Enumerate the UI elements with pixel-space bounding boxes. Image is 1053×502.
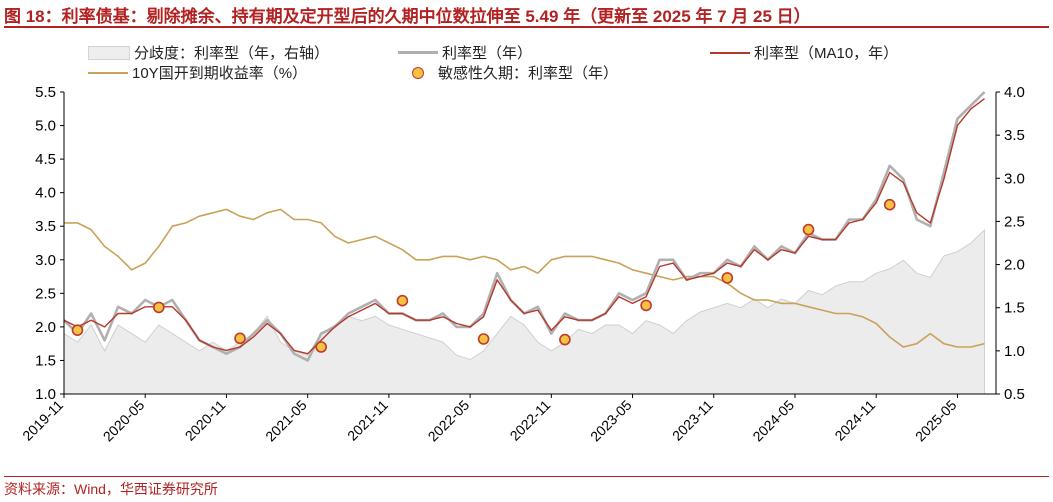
legend-item-gray: 利率型（年） xyxy=(398,42,532,63)
series-dot-sensitivity-6 xyxy=(559,333,571,346)
chart-plot: 1.0 1.5 2.0 2.5 3.0 3.5 4.0 4.5 5.0 5.5 0.5 1.0 1.5 2… xyxy=(19,84,1025,445)
series-dot-sensitivity-10 xyxy=(883,198,896,211)
series-dot-sensitivity-4 xyxy=(396,294,409,307)
series-dot-sensitivity-5 xyxy=(477,333,490,345)
y-right-tick-label: 3.0 xyxy=(1004,170,1025,187)
series-dot-sensitivity-3 xyxy=(315,341,328,353)
y-right-tick-label: 1.5 xyxy=(1004,300,1025,317)
legend-label-gray: 利率型（年） xyxy=(442,45,533,62)
x-tick-label: 2021-11 xyxy=(344,397,391,444)
footer-divider xyxy=(4,476,1049,477)
y-left-tick-label: 2.5 xyxy=(35,285,56,302)
x-tick-label: 2025-05 xyxy=(912,397,960,445)
title-divider xyxy=(4,26,1049,28)
y-left-tick-label: 5.5 xyxy=(35,84,56,101)
y-right-tick-label: 4.0 xyxy=(1004,84,1025,101)
series-line-bond-yield xyxy=(64,208,985,348)
legend-item-divergence: 分歧度：利率型（年，右轴） xyxy=(88,42,329,63)
x-tick-label: 2024-11 xyxy=(831,397,878,444)
legend-item-ma: 利率型（MA10，年） xyxy=(710,42,898,63)
legend-label-dot: 敏感性久期：利率型（年） xyxy=(438,65,619,82)
x-tick-label: 2023-11 xyxy=(669,397,716,444)
y-right-tick-label: 0.5 xyxy=(1004,386,1025,403)
legend-item-dot: 敏感性久期：利率型（年） xyxy=(398,62,618,83)
y-left-tick-label: 3.0 xyxy=(35,252,56,269)
x-tick-label: 2020-05 xyxy=(100,397,148,445)
y-left-tick-label: 3.5 xyxy=(35,218,56,235)
legend-label-bond: 10Y国开到期收益率（%） xyxy=(132,65,308,82)
x-tick-label: 2023-05 xyxy=(587,397,635,445)
legend-swatch-gray-line xyxy=(398,51,438,54)
chart-title: 图 18：利率债基：剔除摊余、持有期及定开型后的久期中位数拉伸至 5.49 年（… xyxy=(4,7,811,26)
legend-swatch-bond-line xyxy=(88,71,128,74)
x-tick-label: 2022-05 xyxy=(425,397,473,445)
chart-legend: 分歧度：利率型（年，右轴） 利率型（年） 利率型（MA10，年） 10Y国开到期… xyxy=(0,40,1053,84)
series-dot-sensitivity-9 xyxy=(802,223,815,236)
y-left-tick-label: 4.5 xyxy=(35,151,56,168)
legend-swatch-ma-line xyxy=(710,51,750,54)
y-right-tick-label: 1.0 xyxy=(1004,343,1025,360)
y-left-tick-label: 1.0 xyxy=(35,386,56,403)
y-right-tick-label: 2.0 xyxy=(1004,257,1025,274)
x-tick-label: 2019-11 xyxy=(19,397,66,444)
series-dot-sensitivity-1 xyxy=(153,301,165,314)
y-left-tick-label: 2.0 xyxy=(35,319,56,336)
series-dot-sensitivity-8 xyxy=(721,272,734,284)
y-left-tick-label: 4.0 xyxy=(35,185,56,202)
legend-item-bond: 10Y国开到期收益率（%） xyxy=(88,62,307,83)
y-right-tick-label: 3.5 xyxy=(1004,127,1025,144)
legend-swatch-area xyxy=(88,45,130,60)
y-left-tick-label: 5.0 xyxy=(35,118,56,135)
legend-label-ma: 利率型（MA10，年） xyxy=(754,45,899,62)
legend-swatch-dot xyxy=(412,66,424,79)
x-tick-label: 2020-11 xyxy=(182,397,229,444)
legend-label-divergence: 分歧度：利率型（年，右轴） xyxy=(134,45,330,62)
y-right-tick-label: 2.5 xyxy=(1004,213,1025,230)
x-tick-label: 2024-05 xyxy=(749,397,797,445)
series-line-rate-ma10 xyxy=(63,98,985,355)
y-left-tick-label: 1.5 xyxy=(35,352,56,369)
x-tick-label: 2022-11 xyxy=(507,397,554,444)
x-tick-label: 2021-05 xyxy=(262,397,310,445)
source-note: 资料来源：Wind，华西证券研究所 xyxy=(4,481,218,497)
series-dot-sensitivity-2 xyxy=(234,332,246,345)
series-dot-sensitivity-7 xyxy=(640,299,652,312)
series-dot-sensitivity-0 xyxy=(71,324,84,336)
